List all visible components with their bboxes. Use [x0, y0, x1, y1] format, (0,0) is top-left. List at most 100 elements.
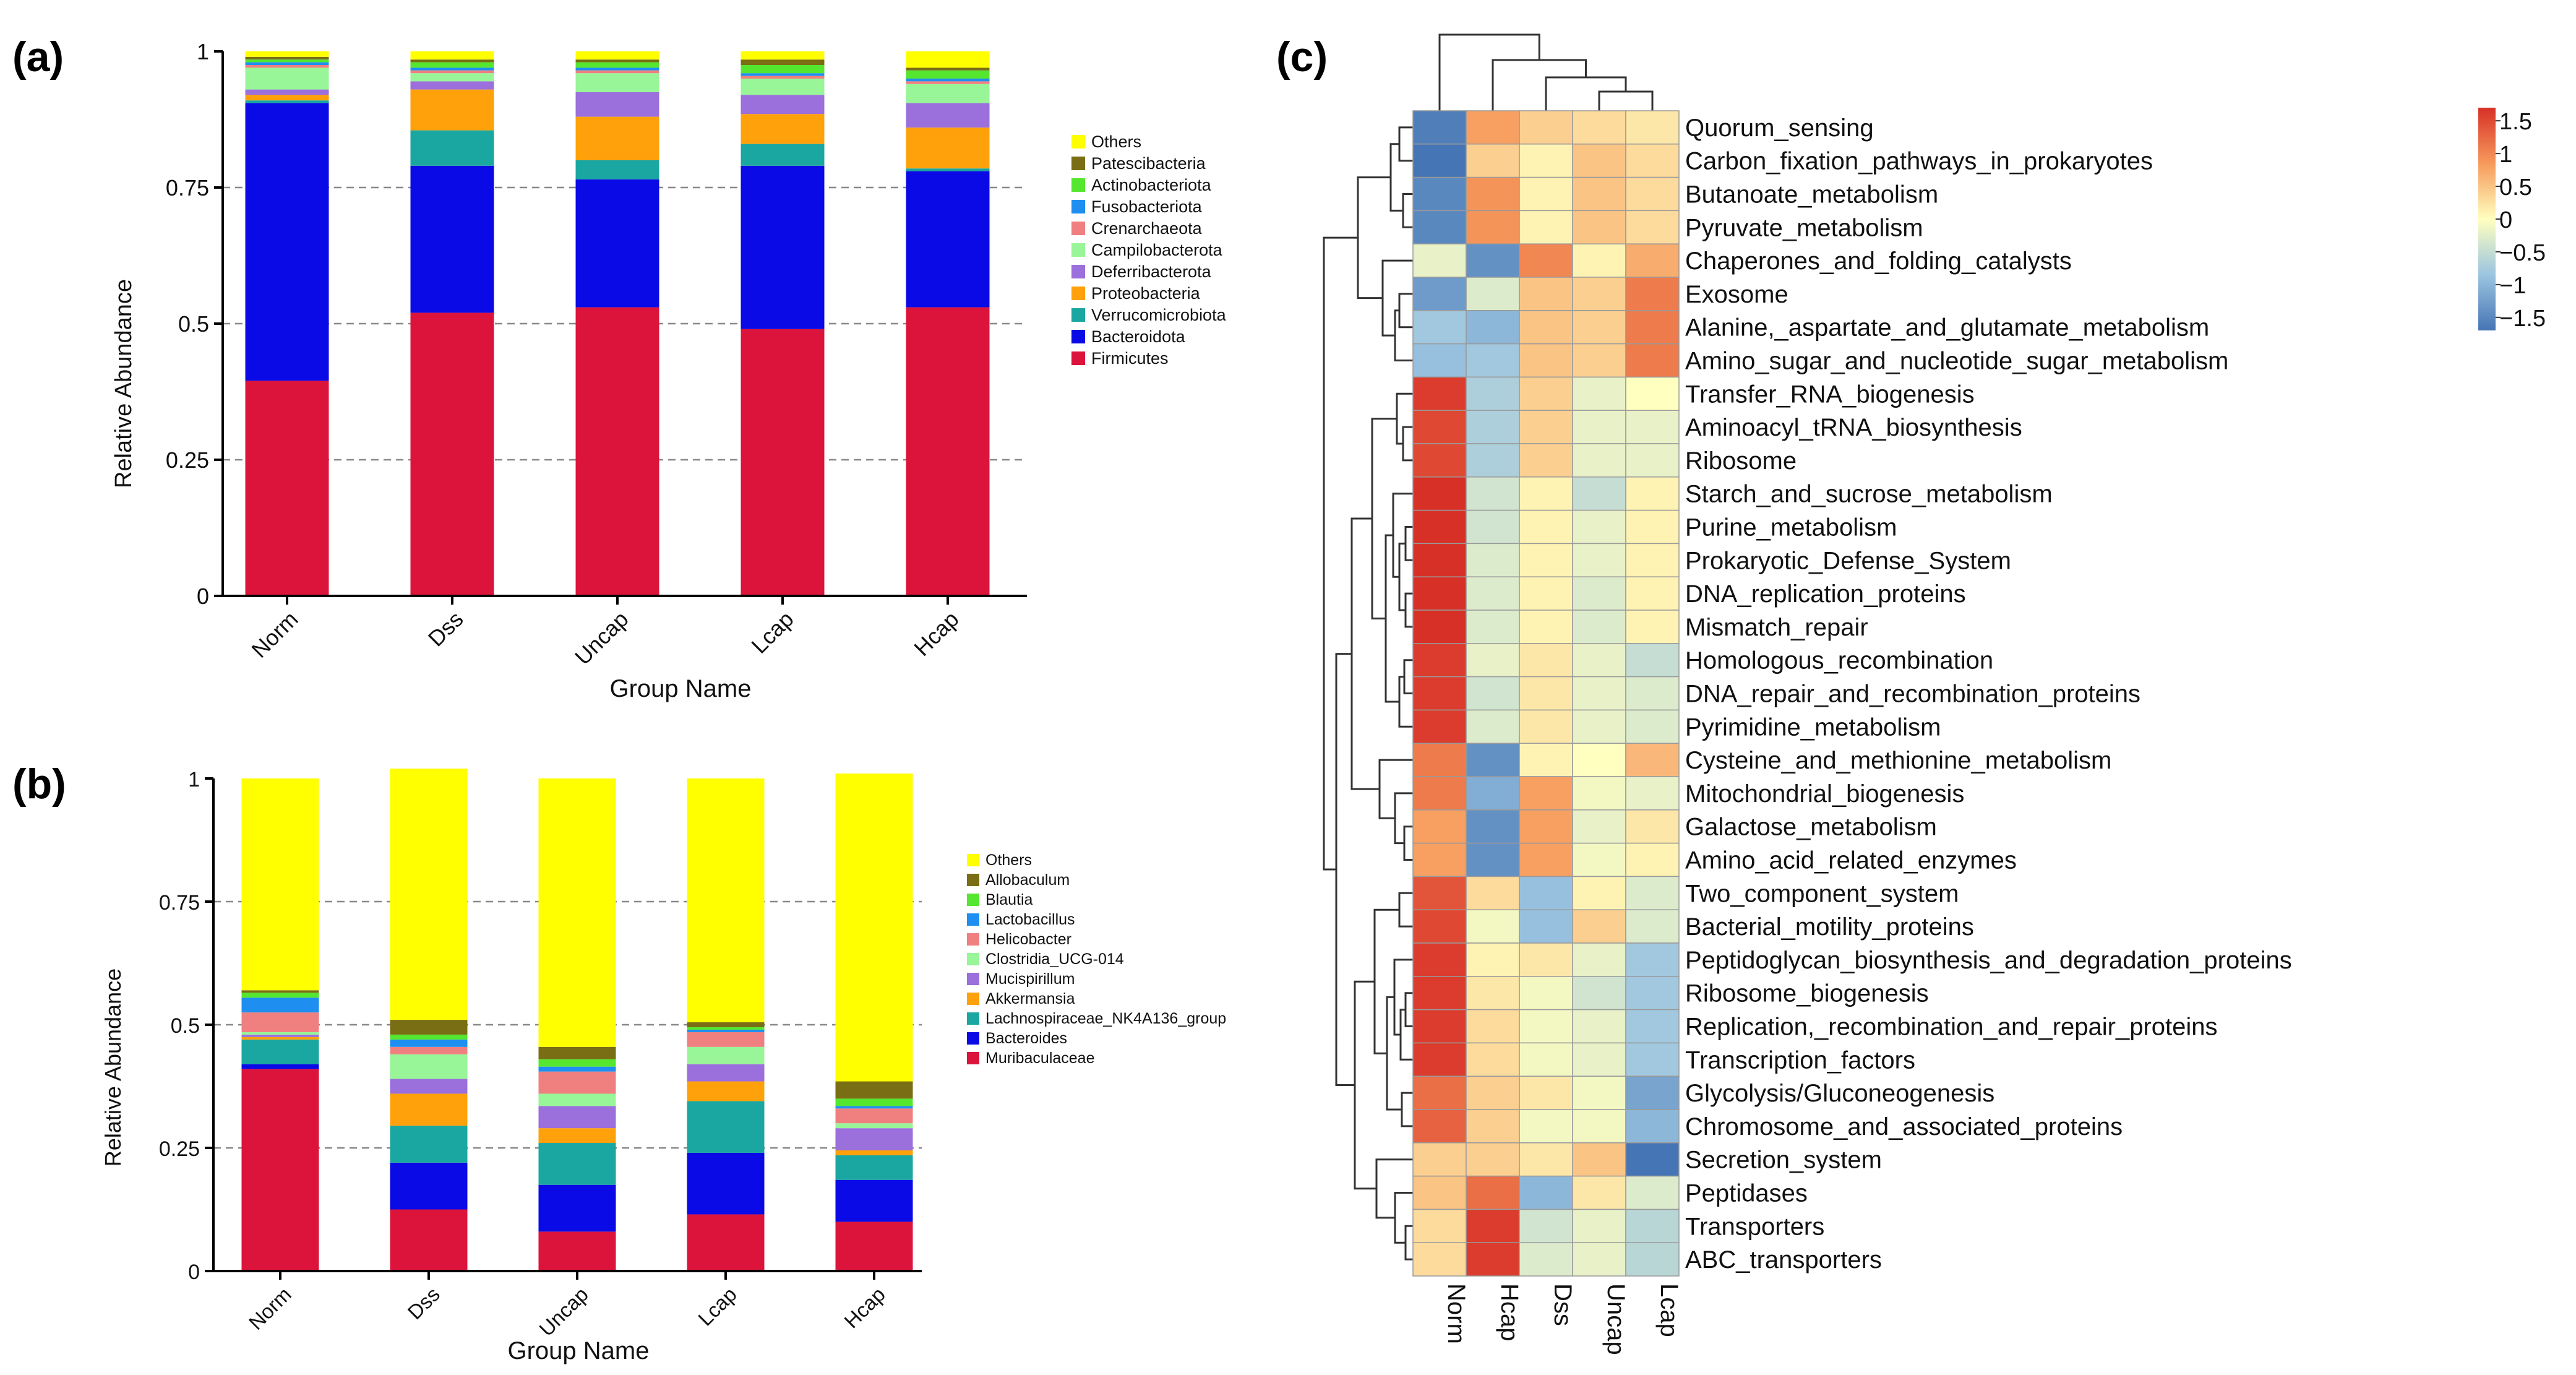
bar-segment-mucispirillum-norm: [241, 1034, 319, 1037]
dendrogram-branch: [1398, 676, 1413, 728]
heatmap-cell: [1625, 976, 1680, 1011]
heatmap-cell: [1572, 942, 1626, 977]
bar-segment-actinobacteriota-lcap: [741, 65, 825, 74]
x-tick-label-norm: Norm: [246, 606, 303, 663]
y-tick-label: 0.75: [159, 891, 200, 915]
heatmap-cell: [1625, 809, 1680, 844]
heatmap-cell: [1572, 144, 1626, 178]
bar-segment-muribaculaceae-norm: [241, 1069, 319, 1271]
bar-segment-others-hcap: [906, 51, 990, 68]
bar-segment-muribaculaceae-dss: [390, 1209, 468, 1271]
heatmap-cell: [1572, 443, 1626, 478]
heatmap-cell: [1519, 610, 1573, 644]
row-label: DNA_repair_and_recombination_proteins: [1685, 681, 2140, 708]
heatmap-cell: [1625, 543, 1680, 577]
bar-segment-fusobacteriota-dss: [410, 67, 494, 71]
heatmap-cell: [1412, 543, 1467, 577]
colorbar: [2478, 108, 2496, 330]
bar-segment-verrucomicrobiota-hcap: [906, 168, 990, 171]
bar-segment-lachnospiraceae-nk4a136-group-uncap: [538, 1143, 616, 1185]
legend-label: Clostridia_UCG-014: [985, 950, 1124, 968]
heatmap-cell: [1466, 110, 1520, 145]
heatmap-cell: [1625, 610, 1680, 644]
legend-label: Bacteroidota: [1091, 327, 1186, 346]
legend-label: Allobaculum: [985, 871, 1070, 889]
heatmap-cell: [1466, 1009, 1520, 1044]
heatmap-cell: [1519, 676, 1573, 711]
x-tick-label-lcap: Lcap: [746, 606, 798, 658]
bar-segment-blautia-norm: [241, 993, 319, 998]
heatmap-cell: [1466, 610, 1520, 644]
heatmap-cell: [1625, 1075, 1680, 1110]
heatmap-cell: [1466, 310, 1520, 345]
heatmap-cell: [1625, 343, 1680, 378]
bar-segment-firmicutes-hcap: [906, 307, 990, 596]
column-label-uncap: Uncap: [1602, 1283, 1629, 1355]
bar-segment-lachnospiraceae-nk4a136-group-lcap: [687, 1101, 765, 1153]
heatmap-cell: [1572, 410, 1626, 444]
dendrogram-branch: [1389, 143, 1403, 212]
heatmap-cell: [1625, 110, 1680, 145]
heatmap-cell: [1466, 1142, 1520, 1177]
panel-a-legend: Others Patescibacteria Actinobacteriota Fus…: [1071, 132, 1227, 368]
dendrogram-branch: [1402, 426, 1413, 462]
heatmap-cell: [1625, 876, 1680, 910]
heatmap-cell: [1625, 310, 1680, 345]
dendrogram-branch: [1403, 659, 1413, 694]
heatmap-cell: [1466, 1209, 1520, 1243]
heatmap-cell: [1572, 1042, 1626, 1077]
x-tick-label-uncap: Uncap: [535, 1283, 593, 1341]
legend-swatch-patescibacteria: [1071, 157, 1085, 170]
heatmap-cell: [1625, 1175, 1680, 1210]
heatmap-cell: [1572, 343, 1626, 378]
heatmap-cell: [1412, 476, 1467, 511]
heatmap-cell: [1572, 1075, 1626, 1110]
heatmap-cell: [1519, 842, 1573, 877]
dendrogram-branch: [1354, 980, 1376, 1190]
bar-segment-actinobacteriota-dss: [410, 62, 494, 68]
legend-swatch-lactobacillus: [967, 913, 979, 926]
legend-label: Helicobacter: [985, 931, 1071, 948]
heatmap-cell: [1466, 343, 1520, 378]
legend-label: Campilobacterota: [1091, 241, 1223, 259]
dendrogram-branch: [1396, 392, 1413, 445]
heatmap-cell: [1412, 1209, 1467, 1243]
heatmap-cell: [1572, 676, 1626, 711]
heatmap-cell: [1625, 176, 1680, 212]
heatmap-cell: [1412, 909, 1467, 944]
bar-segment-others-lcap: [741, 51, 825, 60]
heatmap-cell: [1466, 1109, 1520, 1144]
bar-segment-proteobacteria-norm: [245, 95, 329, 101]
bar-segment-crenarchaeota-hcap: [906, 81, 990, 84]
dendrogram-branch: [1492, 59, 1587, 111]
legend-swatch-bacteroides: [967, 1032, 979, 1045]
heatmap-cell: [1572, 277, 1626, 311]
dendrogram-branch: [1398, 126, 1413, 162]
dendrogram-branch: [1393, 959, 1413, 1036]
bar-segment-mucispirillum-dss: [390, 1079, 468, 1094]
heatmap-cell: [1625, 909, 1680, 944]
bar-segment-others-hcap: [835, 774, 913, 1082]
row-label: Carbon_fixation_pathways_in_prokaryotes: [1685, 148, 2153, 175]
heatmap-cell: [1572, 310, 1626, 345]
panel-b-label: (b): [12, 761, 66, 808]
heatmap-cell: [1412, 942, 1467, 977]
row-label: DNA_replication_proteins: [1685, 580, 1966, 608]
bar-segment-bacteroides-hcap: [835, 1179, 913, 1222]
heatmap-cell: [1572, 543, 1626, 577]
dendrogram-branch: [1438, 33, 1540, 111]
bar-segment-bacteroidota-uncap: [575, 179, 659, 308]
bar-segment-bacteroides-lcap: [687, 1152, 765, 1215]
row-label: Butanoate_metabolism: [1685, 181, 1938, 209]
heatmap-cell: [1519, 376, 1573, 411]
bar-segment-bacteroidota-hcap: [906, 171, 990, 308]
heatmap-cell: [1572, 1142, 1626, 1177]
heatmap-cell: [1572, 1109, 1626, 1144]
heatmap-cell: [1412, 976, 1467, 1011]
bar-segment-lactobacillus-hcap: [835, 1106, 913, 1109]
bar-segment-clostridia-ucg-014-norm: [241, 1032, 319, 1035]
legend-label: Lactobacillus: [985, 911, 1075, 928]
heatmap-cell: [1572, 976, 1626, 1011]
heatmap-cell: [1412, 842, 1467, 877]
row-dendrogram: [1323, 126, 1413, 1261]
